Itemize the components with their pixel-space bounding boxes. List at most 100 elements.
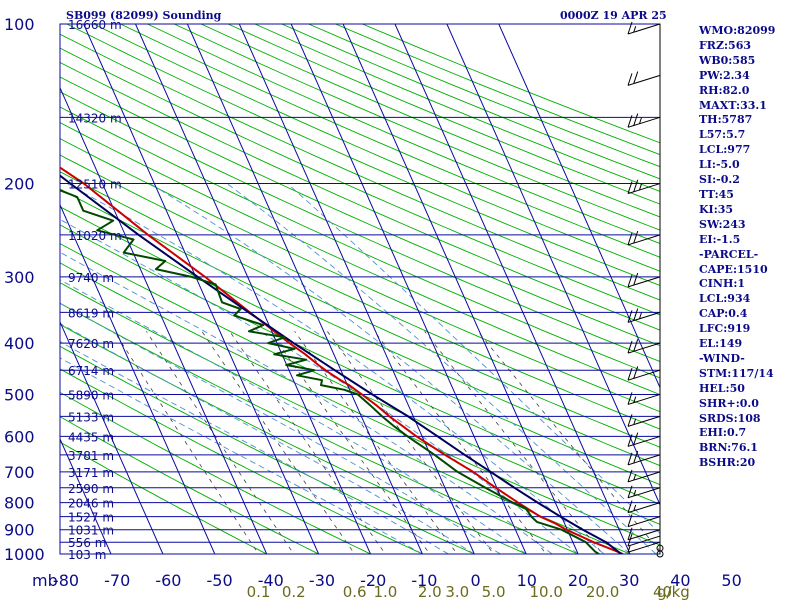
dry-adiabat bbox=[93, 24, 660, 272]
height-label: 103 m bbox=[68, 548, 106, 562]
pressure-unit-label: mb bbox=[32, 571, 58, 590]
barb-flag bbox=[627, 181, 633, 194]
isotherm bbox=[60, 203, 216, 554]
dry-adiabat bbox=[60, 224, 660, 505]
barb-flag bbox=[627, 340, 633, 354]
isotherms bbox=[60, 24, 660, 554]
virtual-parcel-trace bbox=[60, 174, 623, 554]
dry-adiabat bbox=[60, 282, 632, 554]
height-label: 6714 m bbox=[68, 364, 114, 378]
isotherm bbox=[60, 320, 164, 554]
stability-index-item: LFC:919 bbox=[699, 322, 751, 336]
barb-shaft bbox=[627, 541, 661, 553]
barb-flag bbox=[627, 274, 633, 288]
barb-shaft bbox=[627, 342, 661, 354]
dry-adiabat bbox=[60, 61, 660, 331]
barb-flag bbox=[633, 366, 639, 379]
barb-flag bbox=[627, 310, 633, 323]
stability-index-item: FRZ:563 bbox=[699, 38, 752, 52]
dry-adiabat bbox=[60, 91, 660, 363]
temperature-tick-label: -40 bbox=[258, 571, 284, 590]
height-label: 16660 m bbox=[68, 18, 122, 32]
mixing-ratio-tick-label: 2.0 bbox=[418, 583, 442, 600]
stability-indices-list: WMO:82099 FRZ:563 WB0:585 PW:2.34 RH:82.0 MAX… bbox=[699, 24, 775, 471]
barb-half-flag bbox=[633, 473, 637, 481]
height-label: 8619 m bbox=[68, 306, 114, 320]
isotherm bbox=[135, 24, 371, 554]
barb-flag bbox=[633, 339, 639, 352]
isotherm bbox=[446, 24, 660, 506]
dry-adiabat bbox=[60, 47, 660, 316]
height-label: 5890 m bbox=[68, 388, 114, 402]
height-label: 14320 m bbox=[68, 111, 122, 125]
stability-index-item: CAP:0.4 bbox=[699, 307, 748, 321]
temperature-tick-label: -30 bbox=[309, 571, 335, 590]
barb-flag bbox=[627, 434, 633, 447]
barb-flag bbox=[627, 469, 633, 483]
barb-shaft bbox=[627, 234, 661, 246]
barb-shaft bbox=[627, 415, 661, 427]
height-label: 1031 m bbox=[68, 524, 114, 538]
dry-adiabat bbox=[60, 441, 268, 554]
pressure-tick-label: 900 bbox=[4, 521, 35, 540]
barb-shaft bbox=[627, 535, 661, 547]
wind-barb bbox=[627, 230, 661, 246]
barb-half-flag bbox=[627, 546, 631, 553]
dry-adiabat bbox=[60, 154, 660, 430]
barb-flag bbox=[627, 527, 633, 540]
height-label: 4435 m bbox=[68, 430, 114, 444]
mixing-ratio-tick-label: 20.0 bbox=[586, 583, 619, 600]
stability-index-item: L57:5.7 bbox=[699, 128, 746, 142]
dry-adiabat bbox=[147, 24, 660, 244]
dry-adiabat bbox=[60, 243, 660, 525]
barb-shaft bbox=[627, 454, 661, 466]
mixing-ratio-line bbox=[326, 331, 495, 554]
wind-barb bbox=[627, 432, 661, 447]
dry-adiabat bbox=[60, 76, 660, 347]
barb-shaft bbox=[627, 74, 661, 86]
pressure-tick-label: 400 bbox=[4, 334, 35, 353]
stability-index-item: -WIND- bbox=[699, 351, 745, 365]
height-label: 1527 m bbox=[68, 511, 114, 525]
mixing-ratio-line bbox=[229, 331, 386, 554]
stability-index-item: SRDS:108 bbox=[699, 411, 761, 425]
temperature-tick-label: -70 bbox=[104, 571, 130, 590]
barb-half-flag bbox=[633, 418, 637, 425]
barb-flag bbox=[627, 368, 633, 381]
pressure-tick-label: 1000 bbox=[4, 545, 45, 564]
pressure-tick-label: 600 bbox=[4, 427, 35, 446]
dry-adiabat bbox=[60, 416, 320, 554]
isotherm bbox=[60, 86, 268, 554]
barb-flag bbox=[627, 232, 633, 246]
barb-flag bbox=[627, 500, 633, 513]
mixing-ratio-tick-label: 3.0 bbox=[445, 583, 469, 600]
isotherm bbox=[238, 24, 475, 554]
temperature-tick-label: 30 bbox=[619, 571, 639, 590]
stability-index-item: EL:149 bbox=[699, 337, 743, 351]
wind-barb bbox=[627, 21, 661, 35]
isobars bbox=[59, 23, 661, 555]
temperature-tick-label: -80 bbox=[53, 571, 79, 590]
mixing-ratio-line bbox=[477, 331, 660, 552]
dry-adiabat bbox=[60, 302, 580, 554]
mixing-ratio-tick-label: 5.0 bbox=[482, 583, 506, 600]
stability-index-item: WB0:585 bbox=[699, 53, 756, 67]
sounding-profiles bbox=[60, 166, 625, 554]
stability-index-item: TH:5787 bbox=[699, 113, 753, 127]
barb-half-flag bbox=[633, 489, 637, 497]
wind-barb bbox=[627, 541, 661, 553]
barb-shaft bbox=[627, 393, 661, 405]
barb-shaft bbox=[627, 116, 661, 128]
observation-time: 0000Z 19 APR 25 bbox=[560, 9, 667, 22]
mixing-ratio-line bbox=[146, 331, 295, 554]
isotherm bbox=[394, 24, 631, 554]
wind-barb bbox=[627, 500, 661, 514]
temperature-tick-label: -10 bbox=[411, 571, 437, 590]
barb-shaft bbox=[627, 435, 661, 447]
dry-adiabat bbox=[60, 33, 660, 301]
wind-barbs bbox=[627, 21, 664, 558]
stability-index-item: SW:243 bbox=[699, 217, 746, 231]
wind-barb bbox=[627, 533, 661, 547]
barb-shaft bbox=[627, 311, 661, 323]
